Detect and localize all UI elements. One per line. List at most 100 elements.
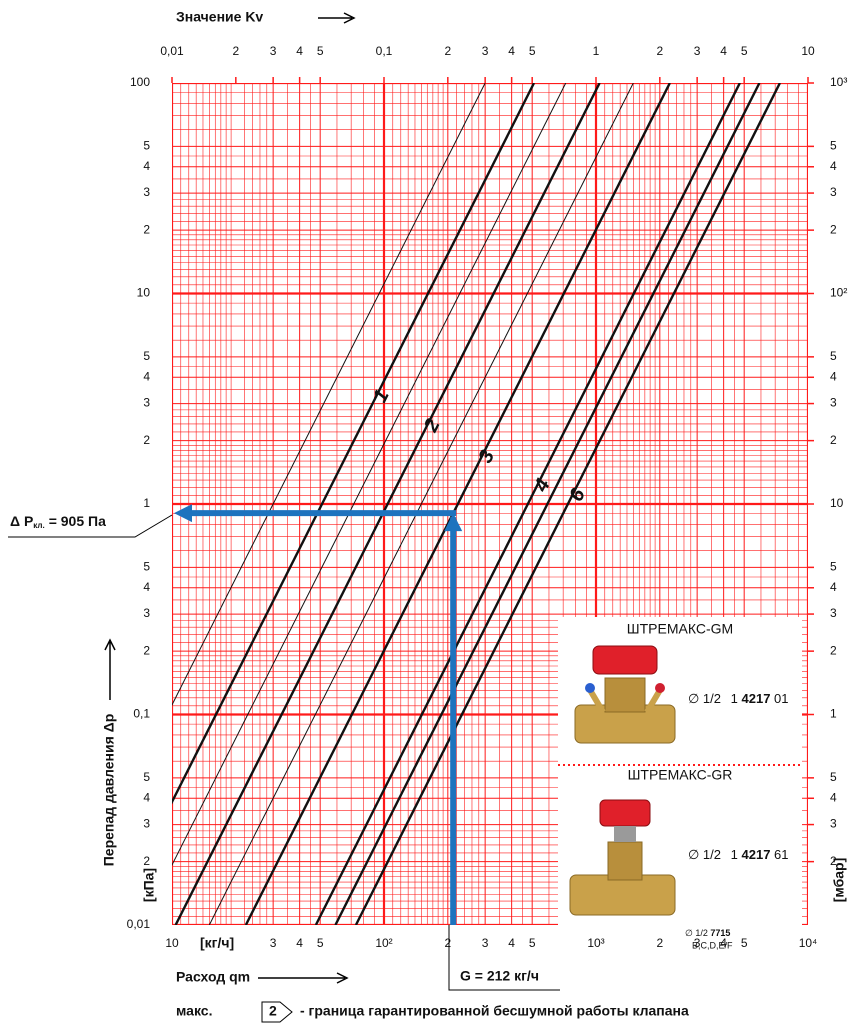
code-b: 4217 [742,691,771,706]
y-tick-label: 3 [143,185,150,199]
y-tick-label: 4 [143,580,150,594]
y-tick-label: 5 [143,139,150,153]
x-tick-label: 3 [482,936,489,950]
y-label: Перепад давления Δp [101,714,117,867]
dp-sub: кл. [33,521,44,530]
y-tick-label: 100 [130,75,150,89]
size: ∅ 1/2 [688,691,721,706]
y2-tick-label: 4 [830,790,837,804]
x2-tick-label: 10 [801,44,815,58]
footer-symbol-box [261,1001,293,1023]
y2-tick-label: 1 [830,707,837,721]
dp-annotation: Δ Pкл. = 905 Па [10,513,106,530]
x-tick-label: 10⁴ [799,936,818,950]
footer-prefix: макс. [176,1003,212,1019]
y2-tick-label: 2 [830,433,837,447]
product-name: ШТРЕМАКС-GM [627,621,733,637]
x2-tick-label: 5 [529,44,536,58]
g-leader [448,925,560,991]
kv-line [172,83,567,867]
kv-line [244,83,671,925]
code-b: 4217 [742,847,771,862]
x2-tick-label: 3 [270,44,277,58]
product-name: ШТРЕМАКС-GR [628,767,733,783]
arrowhead [174,504,192,523]
x-tick-label: 5 [741,936,748,950]
x2-tick-label: 4 [296,44,303,58]
x-tick-label: 4 [296,936,303,950]
curves [172,83,781,925]
kv-line [334,83,761,925]
y2-tick-label: 2 [830,854,837,868]
y2-tick-label: 2 [830,222,837,236]
x-tick-label: 4 [508,936,515,950]
extra-num: 7715 [710,928,730,938]
x2-tick-label: 5 [317,44,324,58]
y-tick-label: 5 [143,349,150,363]
x2-tick-label: 4 [720,44,727,58]
x2-tick-label: 2 [444,44,451,58]
y2-tick-label: 4 [830,159,837,173]
arrowhead [444,513,463,532]
valve-gm-image [574,645,676,744]
y-tick-label: 3 [143,817,150,831]
y2-tick-label: 10 [830,496,844,510]
x2-tick-label: 2 [232,44,239,58]
x-tick-label: 2 [656,936,663,950]
extra-variants: B,C,D,E/F [692,940,733,950]
product-code: ∅ 1/2 1 4217 01 [688,691,789,706]
y2-tick-label: 3 [830,606,837,620]
y2-tick-label: 3 [830,185,837,199]
x2-tick-label: 0,1 [376,44,393,58]
y-tick-label: 2 [143,643,150,657]
x-tick-label: 4 [720,936,727,950]
kv-title: Значение Kv [176,9,263,25]
x-tick-label: 3 [694,936,701,950]
y2-tick-label: 5 [830,560,837,574]
extra-size: ∅ 1/2 [685,928,708,938]
y-tick-label: 3 [143,396,150,410]
y2-tick-label: 10³ [830,75,847,89]
code-a: 1 [731,691,738,706]
y-tick-label: 5 [143,560,150,574]
y-tick-label: 0,1 [133,707,150,721]
y2-tick-label: 5 [830,770,837,784]
g-annotation: G = 212 кг/ч [460,968,539,984]
y-arrow [104,638,116,700]
x-tick-label: 5 [529,936,536,950]
x-tick-label: 10² [375,936,392,950]
valve-gr-image [569,799,676,916]
y-unit: [кПа] [141,868,157,902]
x-label: Расход qm [176,969,250,985]
kv-line [314,83,741,925]
x2-tick-label: 0,01 [160,44,184,58]
code-c: 61 [774,847,788,862]
x-tick-label: 10³ [587,936,604,950]
x2-tick-label: 4 [508,44,515,58]
y-tick-label: 1 [143,496,150,510]
kv-line [172,83,486,706]
x-tick-label: 5 [317,936,324,950]
extra-code: ∅ 1/2 7715 [685,928,730,938]
y2-tick-label: 4 [830,580,837,594]
x2-tick-label: 5 [741,44,748,58]
y-tick-label: 10 [137,286,151,300]
y-tick-label: 3 [143,606,150,620]
code-c: 01 [774,691,788,706]
y-tick-label: 5 [143,770,150,784]
y-tick-label: 4 [143,790,150,804]
kv-arrow [318,12,356,24]
y-tick-label: 4 [143,369,150,383]
x-tick-label: 2 [444,936,451,950]
y-tick-label: 2 [143,854,150,868]
y2-tick-label: 2 [830,643,837,657]
dp-prefix: Δ P [10,513,33,529]
grid [172,83,808,925]
kv-line [208,83,634,925]
y2-tick-label: 3 [830,396,837,410]
kv-line [172,83,536,805]
y2-tick-label: 3 [830,817,837,831]
code-a: 1 [731,847,738,862]
dp-leader [8,514,173,538]
